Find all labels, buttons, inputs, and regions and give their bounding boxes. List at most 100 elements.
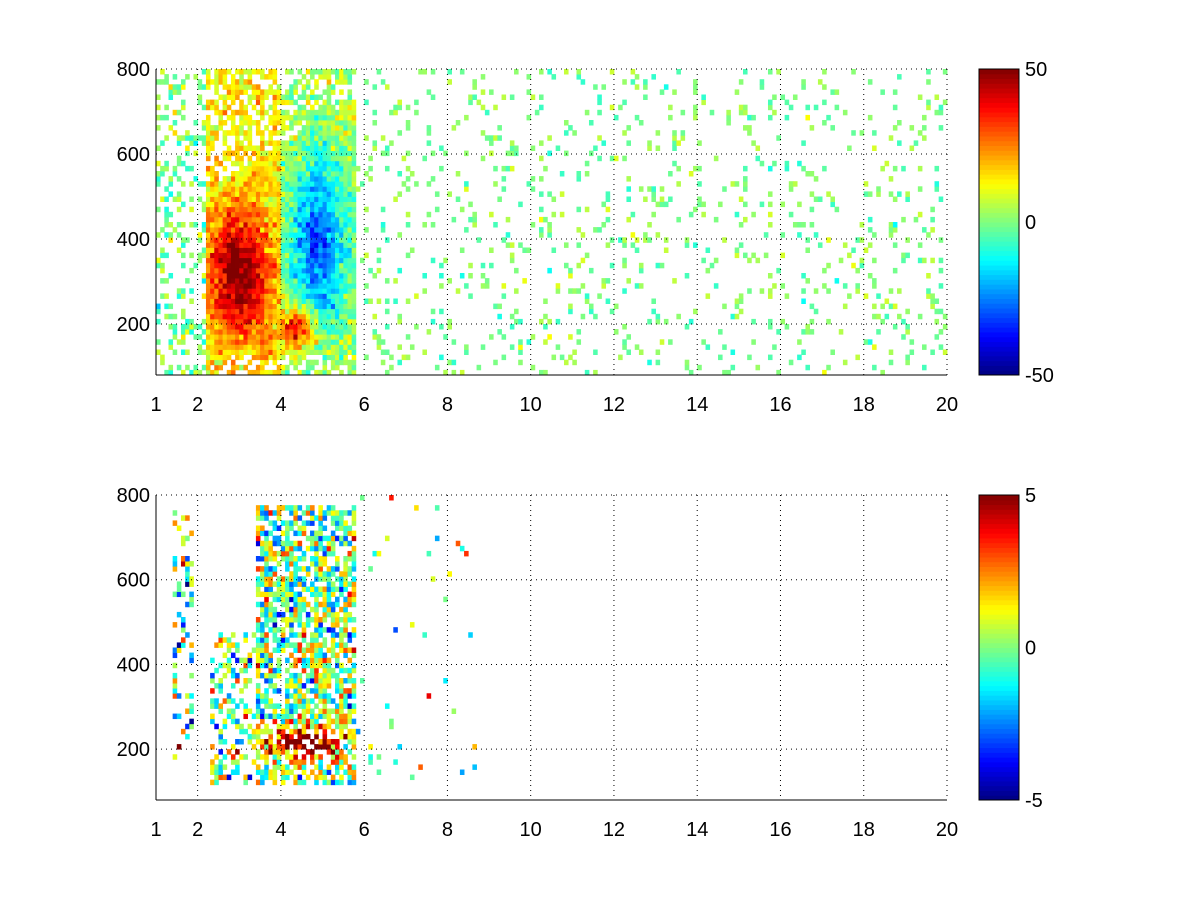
heatmap-cell	[322, 364, 328, 371]
heatmap-cell	[851, 247, 856, 253]
heatmap-cell	[347, 324, 353, 330]
heatmap-cell	[247, 708, 253, 714]
heatmap-cell	[180, 561, 186, 567]
heatmap-cell	[285, 657, 290, 664]
heatmap-cell	[205, 252, 211, 259]
heatmap-cell	[264, 759, 269, 765]
heatmap-cell	[330, 104, 336, 111]
heatmap-cell	[339, 252, 344, 259]
heatmap-cell	[547, 69, 552, 75]
heatmap-cell	[293, 262, 298, 269]
heatmap-cell	[197, 257, 203, 264]
heatmap-cell	[285, 708, 290, 714]
heatmap-cell	[289, 196, 294, 202]
heatmap-cell	[210, 171, 215, 177]
heatmap-cell	[289, 571, 294, 577]
heatmap-cell	[222, 196, 228, 202]
heatmap-cell	[185, 515, 190, 521]
heatmap-cell	[318, 288, 323, 294]
heatmap-cell	[164, 278, 169, 284]
heatmap-cell	[851, 69, 856, 75]
heatmap-cell	[305, 222, 311, 228]
heatmap-cell	[339, 637, 344, 643]
heatmap-cell	[289, 520, 294, 526]
heatmap-cell	[867, 191, 873, 197]
heatmap-cell	[255, 688, 261, 694]
heatmap-cell	[276, 222, 282, 228]
heatmap-cell	[272, 318, 278, 325]
heatmap-cell	[185, 150, 190, 157]
heatmap-cell	[905, 354, 910, 361]
heatmap-cell	[260, 718, 265, 725]
heatmap-cell	[264, 150, 269, 157]
heatmap-cell	[255, 662, 261, 669]
heatmap-cell	[330, 505, 336, 511]
heatmap-cell	[168, 181, 174, 187]
heatmap-cell	[426, 693, 432, 699]
heatmap-cell	[189, 581, 194, 587]
heatmap-cell	[251, 744, 257, 750]
heatmap-cell	[301, 130, 307, 136]
heatmap-cell	[280, 520, 286, 526]
heatmap-cell	[668, 339, 673, 345]
heatmap-cell	[318, 759, 323, 765]
heatmap-cell	[434, 364, 440, 371]
heatmap-cell	[289, 334, 294, 340]
heatmap-cell	[264, 749, 269, 755]
heatmap-cell	[426, 181, 432, 187]
heatmap-cell	[397, 99, 403, 106]
heatmap-cell	[330, 186, 336, 192]
heatmap-cell	[289, 581, 294, 587]
heatmap-cell	[755, 145, 761, 151]
heatmap-cell	[668, 114, 673, 121]
heatmap-cell	[322, 293, 328, 299]
heatmap-cell	[343, 688, 348, 694]
heatmap-cell	[339, 540, 344, 547]
heatmap-cell	[260, 632, 265, 638]
heatmap-cell	[239, 171, 244, 177]
heatmap-cell	[343, 667, 348, 674]
heatmap-cell	[230, 99, 236, 106]
heatmap-cell	[568, 334, 573, 340]
heatmap-cell	[343, 186, 348, 192]
heatmap-cell	[530, 334, 536, 340]
heatmap-cell	[351, 114, 357, 121]
heatmap-cell	[280, 303, 286, 310]
heatmap-cell	[285, 586, 290, 592]
heatmap-cell	[160, 278, 165, 284]
heatmap-cell	[235, 283, 240, 289]
heatmap-cell	[505, 232, 511, 238]
colorbar-swatch	[979, 226, 1019, 233]
x-tick-label: 8	[442, 394, 453, 416]
heatmap-cell	[205, 201, 211, 208]
heatmap-cell	[289, 606, 294, 613]
heatmap-cell	[318, 525, 323, 531]
heatmap-cell	[343, 349, 348, 355]
colorbar-swatch	[979, 647, 1019, 653]
heatmap-cell	[501, 94, 507, 100]
heatmap-cell	[180, 515, 186, 521]
heatmap-cell	[272, 242, 278, 248]
heatmap-cell	[289, 227, 294, 233]
heatmap-cell	[247, 99, 253, 106]
heatmap-cell	[335, 145, 340, 151]
heatmap-cell	[285, 171, 290, 177]
heatmap-cell	[164, 369, 169, 376]
heatmap-cell	[239, 165, 244, 172]
heatmap-cell	[289, 94, 294, 100]
heatmap-cell	[597, 109, 602, 116]
heatmap-cell	[530, 94, 536, 100]
heatmap-cell	[218, 211, 224, 218]
heatmap-cell	[230, 652, 236, 659]
heatmap-cell	[314, 171, 319, 177]
heatmap-cell	[335, 520, 340, 526]
heatmap-cell	[247, 216, 253, 223]
heatmap-cell	[888, 288, 894, 294]
heatmap-cell	[326, 601, 332, 608]
heatmap-cell	[501, 165, 507, 172]
heatmap-cell	[822, 120, 827, 126]
heatmap-cell	[938, 308, 944, 315]
heatmap-cell	[397, 171, 403, 177]
heatmap-cell	[322, 329, 328, 335]
heatmap-cell	[205, 135, 211, 141]
